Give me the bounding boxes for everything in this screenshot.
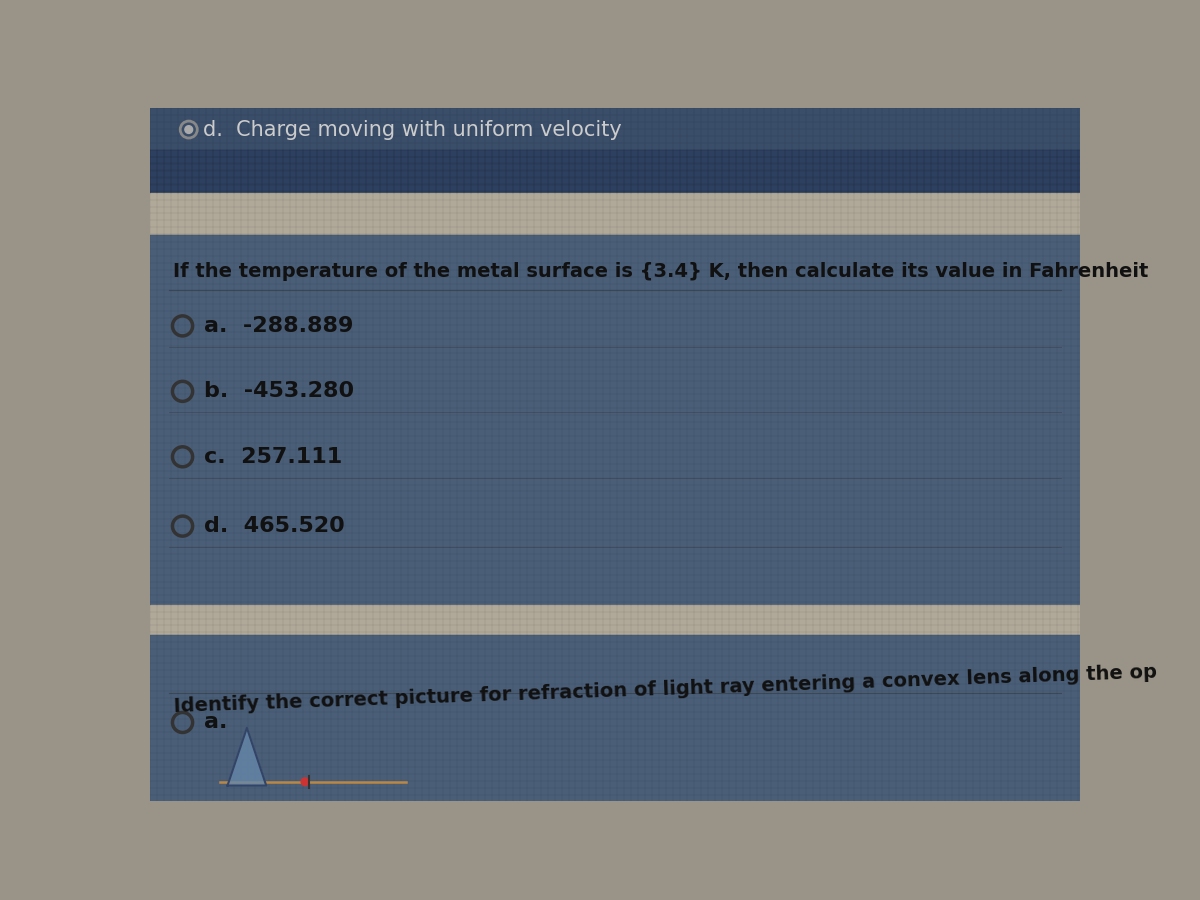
Bar [150, 235, 1080, 605]
Text: c.  257.111: c. 257.111 [204, 446, 342, 467]
Bar [150, 605, 1080, 635]
Bar [150, 108, 1080, 193]
Bar [150, 193, 1080, 235]
Text: d.  465.520: d. 465.520 [204, 516, 346, 536]
Text: b.  -453.280: b. -453.280 [204, 382, 354, 401]
Circle shape [185, 126, 193, 133]
Bar [150, 635, 1080, 801]
Text: Identify the correct picture for refraction of light ray entering a convex lens : Identify the correct picture for refract… [173, 662, 1157, 716]
Text: If the temperature of the metal surface is {3.4} K, then calculate its value in : If the temperature of the metal surface … [173, 262, 1148, 281]
Text: d.  Charge moving with uniform velocity: d. Charge moving with uniform velocity [203, 120, 622, 140]
Text: a.  -288.889: a. -288.889 [204, 316, 354, 336]
Circle shape [301, 778, 308, 786]
Polygon shape [228, 728, 266, 786]
Text: a.: a. [204, 713, 228, 733]
Bar [150, 150, 1080, 193]
